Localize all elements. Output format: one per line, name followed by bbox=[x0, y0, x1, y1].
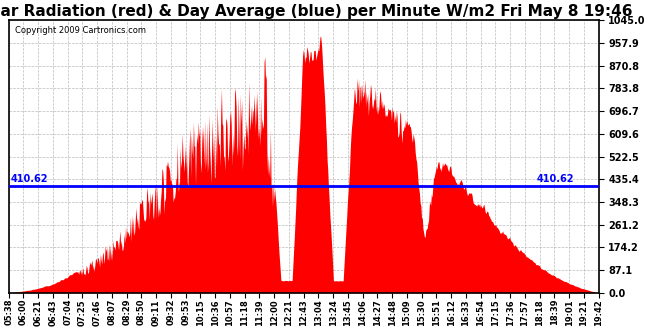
Text: 410.62: 410.62 bbox=[536, 174, 574, 184]
Title: Solar Radiation (red) & Day Average (blue) per Minute W/m2 Fri May 8 19:46: Solar Radiation (red) & Day Average (blu… bbox=[0, 4, 633, 19]
Text: 410.62: 410.62 bbox=[11, 174, 48, 184]
Text: Copyright 2009 Cartronics.com: Copyright 2009 Cartronics.com bbox=[14, 26, 146, 35]
